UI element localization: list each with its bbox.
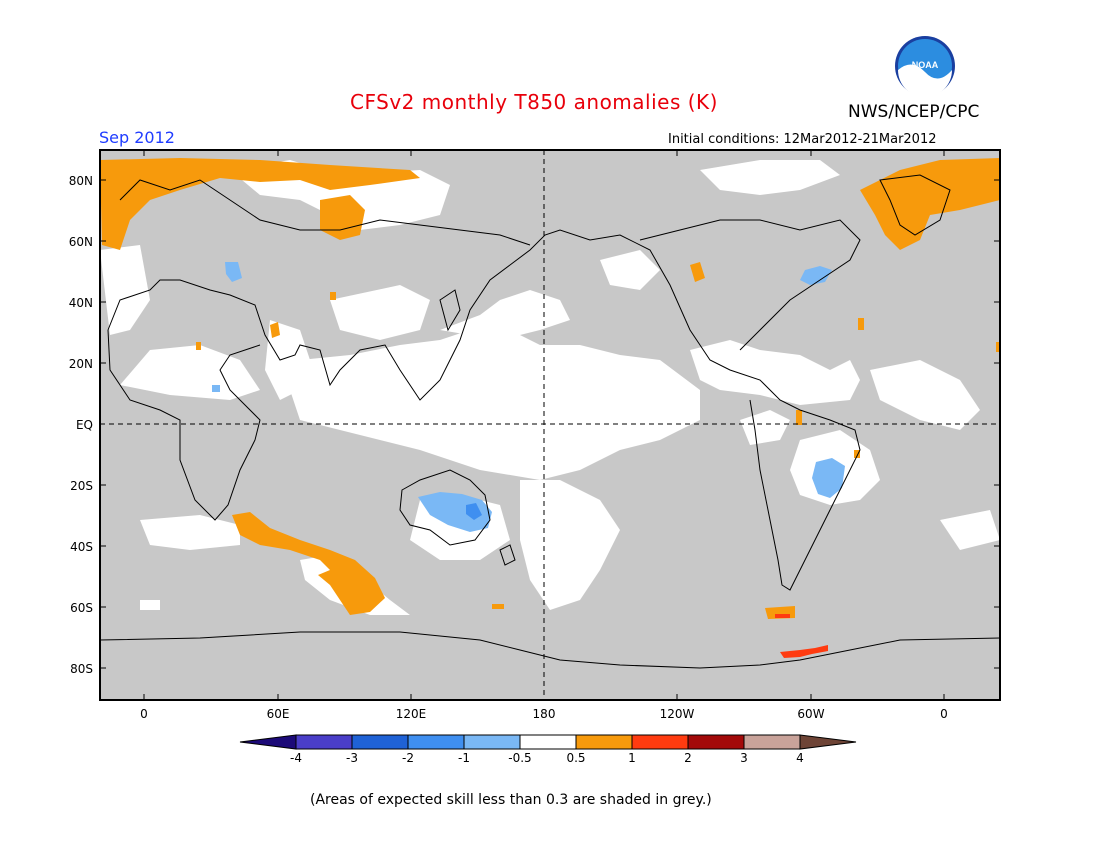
- lon-label: 0: [140, 707, 148, 721]
- map-panel: [99, 149, 1001, 701]
- colorbar-swatch: [351, 734, 409, 750]
- moderate-cool-anomaly-regions: [466, 503, 482, 520]
- initial-conditions: Initial conditions: 12Mar2012-21Mar2012: [668, 132, 937, 147]
- forecast-period: Sep 2012: [99, 128, 175, 147]
- lon-label: 0: [940, 707, 948, 721]
- colorbar-swatch: [631, 734, 689, 750]
- cool-anomaly-regions: [212, 262, 845, 532]
- colorbar-swatch: [687, 734, 745, 750]
- map-title: CFSv2 monthly T850 anomalies (K): [350, 90, 718, 114]
- lat-label: 80S: [70, 662, 93, 676]
- skill-white-regions: [100, 160, 1000, 615]
- colorbar: [239, 734, 857, 750]
- reference-lines: [100, 150, 1000, 700]
- lat-label: 40N: [69, 296, 93, 310]
- colorbar-label: 1: [628, 751, 636, 765]
- colorbar-swatch: [743, 734, 801, 750]
- colorbar-swatch: [295, 734, 353, 750]
- lon-label: 120E: [396, 707, 427, 721]
- lon-label: 60E: [267, 707, 290, 721]
- colorbar-swatch: [407, 734, 465, 750]
- longitude-ticks: [143, 150, 945, 700]
- lon-label: 180: [533, 707, 556, 721]
- longitude-axis: 0 60E 120E 180 120W 60W 0: [140, 707, 948, 721]
- lon-label: 120W: [660, 707, 695, 721]
- colorbar-swatch: [575, 734, 633, 750]
- latitude-axis: 80N 60N 40N 20N EQ 20S 40S 60S 80S: [69, 174, 93, 676]
- latitude-ticks: [100, 179, 1000, 669]
- coastlines: [99, 174, 1001, 669]
- skill-footnote: (Areas of expected skill less than 0.3 a…: [310, 792, 712, 808]
- strong-warm-anomaly-regions: [775, 614, 828, 658]
- lat-label: 60S: [70, 601, 93, 615]
- lat-label: 80N: [69, 174, 93, 188]
- map-frame: [99, 149, 1001, 701]
- colorbar-label: -2: [402, 751, 414, 765]
- colorbar-arrow-low: [239, 734, 297, 750]
- lon-label: 60W: [797, 707, 824, 721]
- colorbar-label: -0.5: [508, 751, 531, 765]
- noaa-logo-text: NOAA: [912, 60, 939, 70]
- colorbar-label: -3: [346, 751, 358, 765]
- colorbar-label: -4: [290, 751, 302, 765]
- colorbar-arrow-high: [799, 734, 857, 750]
- lat-label: EQ: [76, 418, 93, 432]
- colorbar-label: 4: [796, 751, 804, 765]
- lat-label: 60N: [69, 235, 93, 249]
- colorbar-label: 2: [684, 751, 692, 765]
- lat-label: 20S: [70, 479, 93, 493]
- colorbar-label: 3: [740, 751, 748, 765]
- lat-label: 40S: [70, 540, 93, 554]
- noaa-logo: NOAA: [895, 36, 955, 97]
- agency-label: NWS/NCEP/CPC: [848, 102, 980, 122]
- lat-label: 20N: [69, 357, 93, 371]
- warm-anomaly-regions: [100, 158, 1000, 619]
- colorbar-label: 0.5: [566, 751, 585, 765]
- colorbar-swatch: [519, 734, 577, 750]
- colorbar-swatch: [463, 734, 521, 750]
- colorbar-label: -1: [458, 751, 470, 765]
- colorbar-labels: -4 -3 -2 -1 -0.5 0.5 1 2 3 4: [290, 751, 804, 765]
